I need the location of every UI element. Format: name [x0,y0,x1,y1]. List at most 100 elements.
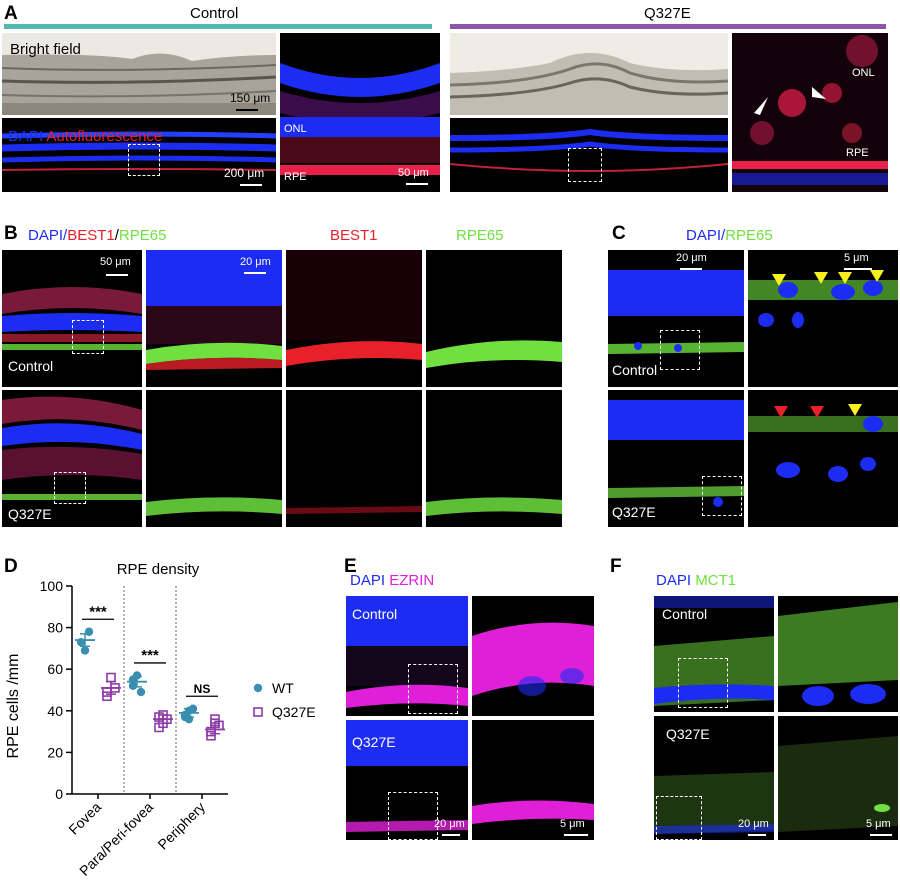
rpe-density-chart: RPE density RPE cells /mm 0 20 40 60 80 100 Fo… [5,561,316,879]
wt-data-point [80,646,90,655]
b-q327e-zoom-box [54,472,86,504]
y-tick-label: 100 [40,578,64,594]
panel-d-label: D [4,556,18,577]
f-scale-5-bar [870,834,892,836]
f-q327e-zoom-box [656,796,702,840]
e-scale-20-label: 20 μm [434,818,465,830]
e-scale-5-label: 5 μm [560,818,585,830]
f-scale-20-label: 20 μm [738,818,769,830]
b-control-merge-image: 20 μm [146,250,282,387]
b-best1-text: BEST1 [67,227,115,244]
a-scale-150-bar [236,109,258,111]
f-scale-5-label: 5 μm [866,818,891,830]
b-rpe65-text: RPE65 [118,227,167,244]
a-control-rpe-label: RPE [284,171,307,183]
b-control-label: Control [8,358,54,374]
b-rpe65-column-header: RPE65 [456,227,504,244]
a-scale-50-bar [406,183,428,185]
panel-b-label: B [4,223,18,244]
e-ezrin-text: EZRIN [389,572,435,589]
c-scale-5-bar [844,268,872,270]
e-q327e-zoom-box [388,792,438,840]
q327e-data-point [102,687,112,697]
f-scale-20-bar [748,834,766,836]
b-q327e-overview-image: Q327E [2,390,142,527]
y-tick-label: 20 [47,744,63,760]
c-control-zoom-box [660,330,700,370]
c-stain-header: DAPI/RPE65 [686,227,773,244]
legend-label: Q327E [272,704,316,720]
a-control-brightfield-image: Bright field 150 μm [2,33,276,115]
a-q327e-brightfield-image [450,33,728,115]
c-scale-5-label: 5 μm [844,252,869,264]
panel-a-label: A [4,3,18,24]
wt-data-point [184,714,194,724]
a-scale-50-label: 50 μm [398,167,429,179]
a-q327e-onl-label: ONL [852,67,875,79]
q327e-data-point [106,672,116,683]
q327e-data-point [154,722,164,733]
b-best1-column-header: BEST1 [330,227,378,244]
q327e-data-point [206,726,216,737]
b-q327e-merge-image [146,390,282,527]
a-control-dapi-image: DAPI Autofluorescence 200 μm [2,118,276,192]
b-scale-50-bar [106,274,128,276]
b-control-overview-image: 50 μm Control [2,250,142,387]
a-dapi-label: DAPI Autofluorescence [8,128,162,145]
c-dapi-text: DAPI/ [686,227,726,244]
b-stain-header: DAPI/BEST1/RPE65 [28,227,166,244]
chart-title: RPE density [117,561,200,578]
legend-label: WT [272,680,294,696]
y-tick-label: 40 [47,703,63,719]
control-header: Control [190,5,239,22]
wt-data-point [84,627,94,636]
chart-y-axis-label: RPE cells /mm [5,654,22,759]
wt-data-point [188,704,198,713]
e-scale-5-bar [564,834,588,836]
significance-label: *** [89,603,107,620]
b-dapi-text: DAPI/ [28,227,68,244]
b-q327e-best1-image [286,390,422,527]
a-control-onl-label: ONL [284,123,307,135]
e-dapi-text: DAPI [350,572,386,589]
wt-data-point [128,675,138,684]
legend-q327e-marker [253,707,263,717]
b-q327e-label: Q327E [8,506,52,522]
a-autofluorescence-text: Autofluorescence [46,128,163,145]
a-q327e-dapi-image [450,118,728,192]
a-dapi-text: DAPI [8,128,44,145]
b-control-zoom-box [72,320,104,354]
c-control-label: Control [612,362,658,378]
e-control-image: Control [346,596,468,716]
c-q327e-image: Q327E [608,390,744,527]
e-q327e-zoom-image: 5 μm [472,720,594,840]
c-control-zoom-image: 5 μm [748,250,898,387]
a-scale-150-label: 150 μm [230,91,271,105]
b-scale-20-bar [244,272,266,274]
control-header-bar [4,24,432,29]
e-q327e-label: Q327E [352,734,396,750]
a-scale-200-label: 200 μm [224,166,265,180]
f-q327e-label: Q327E [666,726,710,742]
legend-wt-marker [253,683,263,693]
c-scale-20-label: 20 μm [676,252,707,264]
q327e-data-point [158,710,168,720]
c-q327e-zoom-image [748,390,898,527]
e-control-zoom-image [472,596,594,716]
c-q327e-label: Q327E [612,504,656,520]
significance-label: NS [194,682,211,696]
a-q327e-rpe-label: RPE [846,147,869,159]
f-stain-header: DAPI MCT1 [656,572,736,589]
b-q327e-rpe65-image [426,390,562,527]
e-q327e-image: Q327E 20 μm [346,720,468,840]
b-scale-50-label: 50 μm [100,256,131,268]
f-control-image: Control [654,596,774,712]
a-control-zoom-box [128,144,160,176]
c-q327e-zoom-box [702,476,742,516]
b-slash-text: / [114,227,119,244]
wt-data-point [128,681,138,691]
f-q327e-image: Q327E 20 μm [654,716,774,840]
wt-data-point [136,687,146,697]
f-q327e-zoom-image: 5 μm [778,716,898,840]
q327e-header: Q327E [644,5,691,22]
